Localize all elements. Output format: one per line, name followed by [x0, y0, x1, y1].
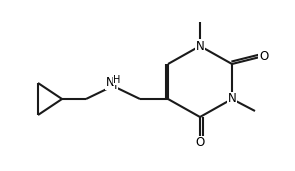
Text: N: N: [228, 93, 236, 106]
Text: O: O: [195, 136, 205, 149]
Text: H: H: [113, 75, 121, 85]
Text: H: H: [109, 81, 117, 91]
Text: O: O: [259, 50, 269, 63]
Text: N: N: [196, 40, 204, 52]
Text: N: N: [106, 76, 114, 89]
